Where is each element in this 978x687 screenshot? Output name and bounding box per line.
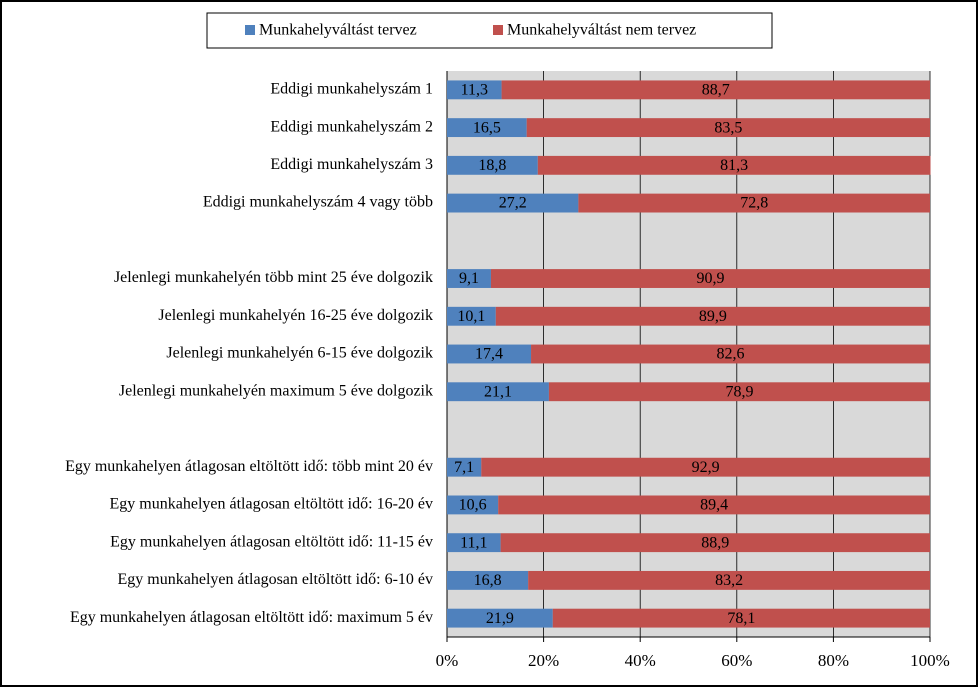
x-tick-label: 100% bbox=[910, 651, 950, 670]
data-label: 72,8 bbox=[740, 195, 768, 212]
legend-swatch bbox=[493, 25, 503, 35]
x-tick-label: 0% bbox=[436, 651, 459, 670]
bar-segment bbox=[526, 118, 930, 138]
bar-segment bbox=[537, 155, 931, 175]
legend-swatch bbox=[245, 25, 255, 35]
x-tick-label: 40% bbox=[625, 651, 656, 670]
data-label: 11,3 bbox=[461, 82, 488, 99]
data-label: 83,2 bbox=[715, 572, 743, 589]
data-label: 83,5 bbox=[714, 119, 742, 136]
data-label: 78,1 bbox=[727, 610, 755, 627]
data-label: 7,1 bbox=[454, 459, 474, 476]
bar-segment bbox=[501, 80, 930, 100]
bar-segment bbox=[447, 533, 501, 553]
bar-segment bbox=[447, 344, 532, 364]
bar-segment bbox=[447, 269, 491, 288]
y-tick-label: Eddigi munkahelyszám 4 vagy több bbox=[203, 194, 433, 211]
y-tick-label: Egy munkahelyen átlagosan eltöltött idő:… bbox=[110, 496, 433, 513]
data-label: 88,7 bbox=[702, 82, 730, 99]
y-tick-label: Jelenlegi munkahelyén 16-25 éve dolgozik bbox=[158, 307, 433, 324]
data-label: 78,9 bbox=[725, 383, 753, 400]
bar-segment bbox=[495, 306, 930, 326]
data-label: 21,9 bbox=[486, 610, 514, 627]
bar-segment bbox=[447, 193, 579, 213]
data-label: 82,6 bbox=[717, 346, 745, 363]
bar-segment bbox=[447, 80, 502, 100]
legend-label: Munkahelyváltást tervez bbox=[259, 22, 417, 39]
data-label: 81,3 bbox=[720, 157, 748, 174]
y-tick-label: Eddigi munkahelyszám 1 bbox=[270, 81, 433, 98]
y-tick-label: Egy munkahelyen átlagosan eltöltött idő:… bbox=[118, 571, 433, 588]
data-label: 92,9 bbox=[692, 459, 720, 476]
bar-segment bbox=[447, 155, 538, 175]
y-tick-label: Egy munkahelyen átlagosan eltöltött idő:… bbox=[65, 458, 433, 475]
data-label: 27,2 bbox=[499, 195, 527, 212]
y-tick-label: Jelenlegi munkahelyén több mint 25 éve d… bbox=[114, 269, 433, 286]
bar-segment bbox=[528, 570, 930, 590]
data-label: 89,4 bbox=[700, 497, 728, 514]
bar-segment bbox=[447, 382, 549, 402]
y-tick-label: Jelenlegi munkahelyén maximum 5 éve dolg… bbox=[119, 382, 433, 399]
y-tick-label: Egy munkahelyen átlagosan eltöltött idő:… bbox=[70, 609, 433, 626]
data-label: 21,1 bbox=[484, 383, 512, 400]
bar-segment bbox=[490, 269, 930, 288]
data-label: 16,8 bbox=[474, 572, 502, 589]
x-tick-label: 80% bbox=[818, 651, 849, 670]
data-label: 16,5 bbox=[473, 119, 501, 136]
data-label: 17,4 bbox=[475, 346, 503, 363]
data-label: 88,9 bbox=[701, 534, 729, 551]
data-label: 90,9 bbox=[696, 270, 724, 287]
data-label: 18,8 bbox=[478, 157, 506, 174]
bar-segment bbox=[498, 495, 930, 515]
bar-segment bbox=[447, 495, 499, 515]
data-label: 10,6 bbox=[459, 497, 487, 514]
data-label: 11,1 bbox=[460, 534, 487, 551]
x-tick-label: 60% bbox=[721, 651, 752, 670]
y-tick-label: Egy munkahelyen átlagosan eltöltött idő:… bbox=[110, 533, 433, 550]
x-tick-label: 20% bbox=[528, 651, 559, 670]
bar-segment bbox=[552, 608, 930, 628]
bar-segment bbox=[531, 344, 930, 364]
data-label: 9,1 bbox=[459, 270, 479, 287]
bar-segment bbox=[447, 457, 482, 477]
y-tick-label: Eddigi munkahelyszám 2 bbox=[270, 118, 433, 135]
bar-segment bbox=[500, 533, 930, 553]
bar-segment bbox=[548, 382, 930, 402]
bar-segment bbox=[447, 608, 553, 628]
bar-segment bbox=[578, 193, 930, 213]
bar-segment bbox=[481, 457, 930, 477]
data-label: 10,1 bbox=[457, 308, 485, 325]
bar-segment bbox=[447, 306, 496, 326]
bar-segment bbox=[447, 118, 527, 138]
legend-box bbox=[206, 12, 773, 49]
y-tick-label: Eddigi munkahelyszám 3 bbox=[270, 156, 433, 173]
legend-label: Munkahelyváltást nem tervez bbox=[507, 22, 696, 39]
y-tick-label: Jelenlegi munkahelyén 6-15 éve dolgozik bbox=[166, 345, 433, 362]
bar-segment bbox=[447, 570, 529, 590]
data-label: 89,9 bbox=[699, 308, 727, 325]
